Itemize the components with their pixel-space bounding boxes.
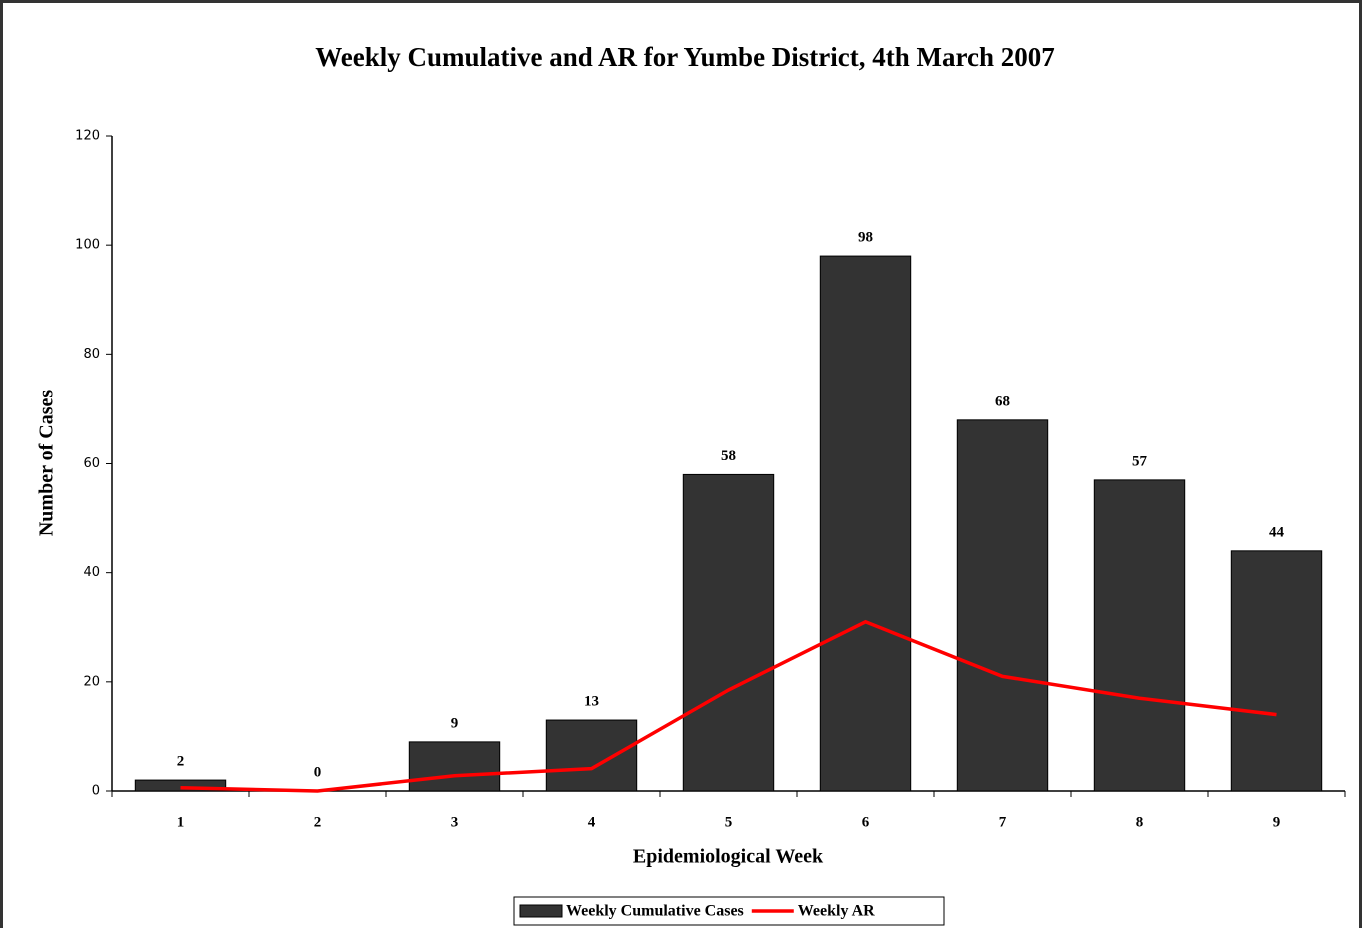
y-tick-label: 40 [83, 565, 100, 580]
x-tick-label: 9 [1273, 814, 1281, 830]
y-tick-label: 100 [75, 238, 100, 253]
x-tick-label: 8 [1136, 814, 1144, 830]
bar [819, 255, 912, 792]
bar [1093, 479, 1186, 792]
data-label: 13 [584, 693, 599, 709]
chart-title: Weekly Cumulative and AR for Yumbe Distr… [315, 42, 1055, 72]
data-label: 57 [1132, 453, 1148, 469]
bar [682, 473, 775, 792]
y-axis-label: Number of Cases [36, 390, 58, 537]
data-label: 0 [314, 764, 322, 780]
x-tick-label: 3 [451, 814, 459, 830]
y-tick-label: 0 [92, 784, 100, 799]
legend [513, 896, 945, 926]
bar [545, 719, 638, 792]
data-label: 9 [451, 715, 459, 731]
x-tick-label: 6 [862, 814, 870, 830]
x-tick-label: 7 [999, 814, 1007, 830]
line [180, 619, 1277, 793]
x-tick-label: 2 [314, 814, 322, 830]
bar [1230, 550, 1323, 792]
legend-label: Weekly AR [798, 903, 875, 920]
y-tick-label: 80 [83, 347, 100, 362]
legend-swatch [519, 904, 563, 918]
data-label: 44 [1269, 524, 1285, 540]
y-tick-label: 120 [75, 129, 100, 144]
data-label: 2 [177, 754, 185, 770]
data-label: 98 [858, 230, 873, 246]
data-label: 68 [995, 393, 1010, 409]
data-label: 58 [721, 448, 736, 464]
x-tick-label: 1 [177, 814, 185, 830]
bar [134, 779, 227, 792]
x-tick-label: 4 [588, 814, 596, 830]
x-tick-label: 5 [725, 814, 733, 830]
x-axis-label: Epidemiological Week [633, 846, 824, 868]
bar [956, 419, 1049, 792]
bar [408, 741, 501, 792]
legend-label: Weekly Cumulative Cases [566, 903, 744, 920]
y-tick-label: 20 [83, 674, 100, 689]
y-tick-label: 60 [83, 456, 100, 471]
